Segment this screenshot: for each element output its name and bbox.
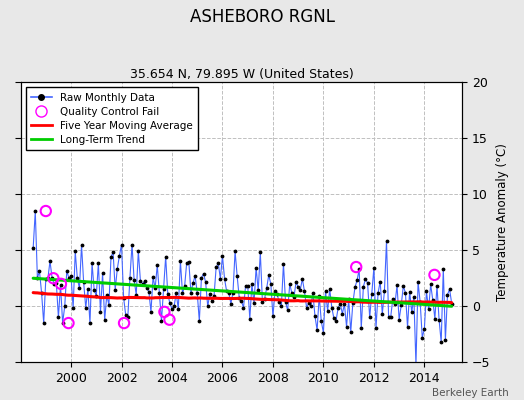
Point bbox=[352, 264, 361, 270]
Title: 35.654 N, 79.895 W (United States): 35.654 N, 79.895 W (United States) bbox=[129, 68, 353, 81]
Point bbox=[120, 320, 128, 326]
Point bbox=[64, 320, 73, 326]
Text: ASHEBORO RGNL: ASHEBORO RGNL bbox=[190, 8, 334, 26]
Text: Berkeley Earth: Berkeley Earth bbox=[432, 388, 508, 398]
Legend: Raw Monthly Data, Quality Control Fail, Five Year Moving Average, Long-Term Tren: Raw Monthly Data, Quality Control Fail, … bbox=[26, 87, 198, 150]
Point bbox=[49, 275, 58, 282]
Point bbox=[57, 281, 65, 287]
Point bbox=[165, 316, 173, 323]
Point bbox=[430, 272, 439, 278]
Y-axis label: Temperature Anomaly (°C): Temperature Anomaly (°C) bbox=[496, 143, 509, 301]
Point bbox=[160, 309, 169, 315]
Point bbox=[41, 208, 50, 214]
